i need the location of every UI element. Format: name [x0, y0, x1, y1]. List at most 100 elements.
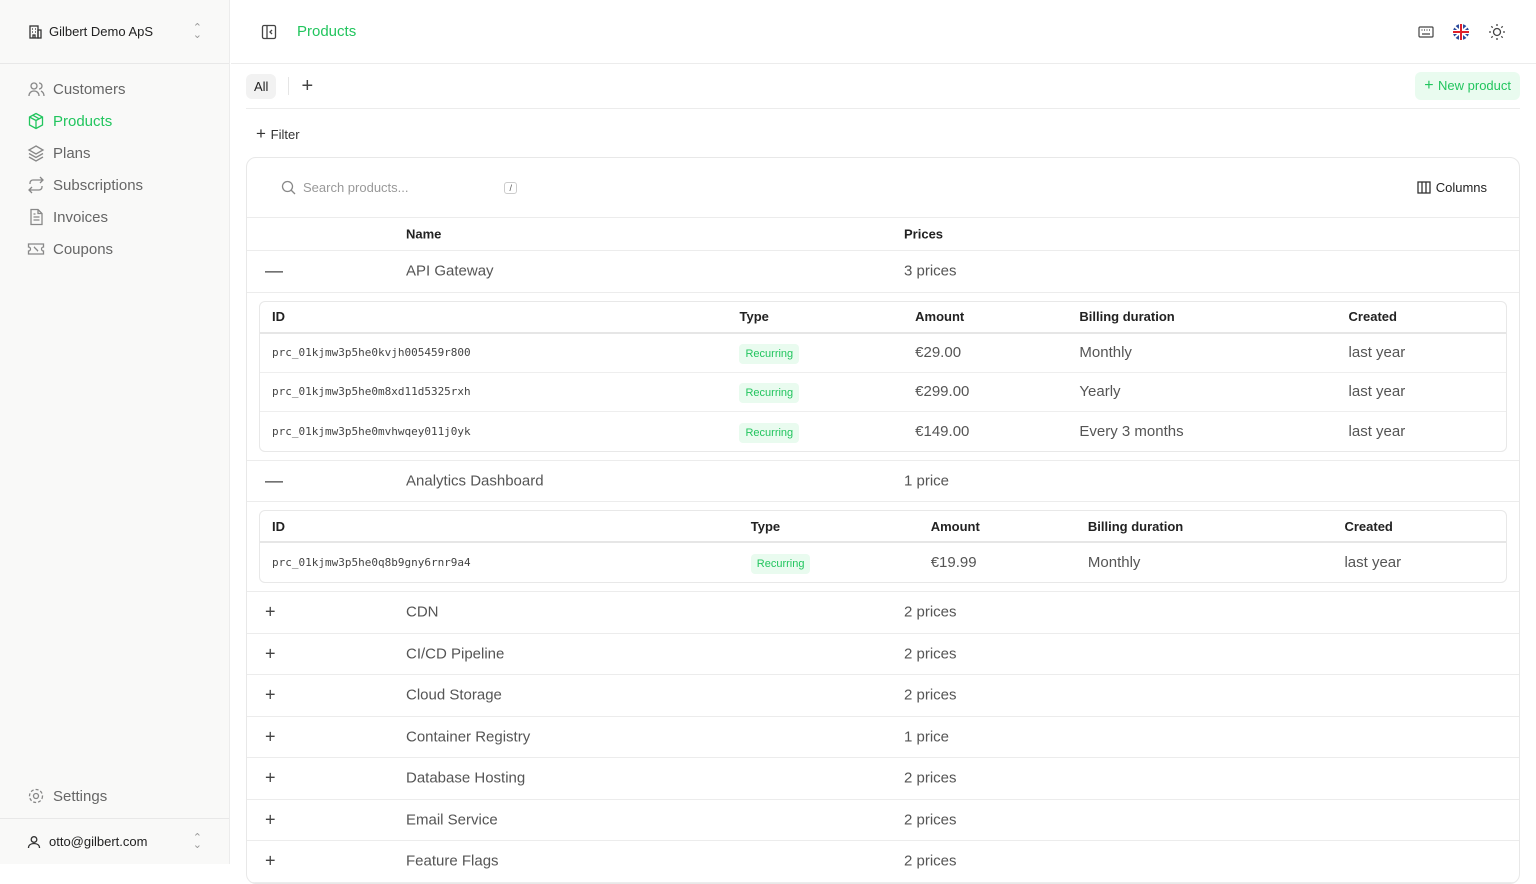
ticket-icon — [27, 243, 45, 255]
price-count: 1 price — [904, 728, 950, 746]
price-amount: €149.00 — [915, 422, 970, 440]
table-row[interactable]: + Email Service 2 prices — [247, 800, 1519, 841]
collapse-icon[interactable]: — — [265, 260, 283, 281]
sidebar-item-customers[interactable]: Customers — [0, 73, 229, 105]
columns-icon — [1417, 181, 1431, 194]
price-id: prc_01kjmw3p5he0kvjh005459r800 — [260, 334, 728, 373]
price-type: Recurring — [739, 543, 919, 582]
table-row[interactable]: + CDN 2 prices — [247, 592, 1519, 634]
user-icon — [27, 835, 41, 848]
expand-icon[interactable]: + — [265, 767, 276, 788]
subtable-header: Created — [1336, 302, 1506, 334]
plus-icon: + — [256, 124, 271, 143]
sidebar-nav: Customers Products Plans Subscriptions Invoi… — [0, 64, 229, 265]
created: last year — [1336, 373, 1506, 412]
product-name: Container Registry — [406, 728, 531, 746]
sidebar-item-plans[interactable]: Plans — [0, 137, 229, 169]
repeat-icon — [28, 176, 44, 194]
subtable-header: Amount — [903, 302, 1068, 334]
product-name: Database Hosting — [406, 769, 526, 787]
plus-icon: + — [1424, 77, 1439, 94]
price-count: 2 prices — [904, 645, 957, 663]
expand-icon[interactable]: + — [265, 850, 276, 871]
page-title: Products — [297, 23, 357, 40]
keyboard-icon[interactable] — [1418, 25, 1434, 39]
new-product-label: New product — [1438, 78, 1511, 93]
topbar: Products — [231, 0, 1536, 64]
divider — [288, 77, 290, 95]
sidebar-item-products[interactable]: Products — [0, 105, 229, 137]
filter-button[interactable]: + Filter — [256, 124, 300, 144]
chevrons-up-down-icon: ⌃ ⌄ — [192, 21, 202, 41]
new-product-button[interactable]: + New product — [1415, 72, 1520, 100]
header-name[interactable]: Name — [406, 226, 442, 242]
sidebar-item-subscriptions[interactable]: Subscriptions — [0, 169, 229, 201]
price-type: Recurring — [727, 373, 904, 412]
layers-icon — [27, 145, 45, 162]
table-row[interactable]: + Cloud Storage 2 prices — [247, 675, 1519, 717]
search-icon — [281, 180, 296, 195]
table-row[interactable]: — Analytics Dashboard 1 price — [247, 461, 1519, 502]
sidebar-item-label: Subscriptions — [53, 176, 144, 194]
product-name: API Gateway — [406, 262, 494, 280]
table-row[interactable]: + Feature Flags 2 prices — [247, 841, 1519, 883]
price-row[interactable]: prc_01kjmw3p5he0q8b9gny6rnr9a4 Recurring €… — [260, 543, 1506, 582]
table-row[interactable]: + Container Registry 1 price — [247, 717, 1519, 758]
sidebar-item-label: Settings — [53, 787, 108, 805]
expand-icon[interactable]: + — [265, 809, 276, 830]
product-name: Analytics Dashboard — [406, 472, 544, 490]
package-icon — [28, 112, 44, 130]
tab-all[interactable]: All — [246, 73, 277, 99]
collapse-icon[interactable]: — — [265, 470, 283, 491]
columns-button[interactable]: Columns — [1417, 180, 1487, 195]
table-row[interactable]: + CI/CD Pipeline 2 prices — [247, 634, 1519, 675]
price-count: 2 prices — [904, 686, 957, 704]
header-prices[interactable]: Prices — [904, 226, 944, 242]
subtable-header: Amount — [918, 511, 1076, 543]
expand-icon[interactable]: + — [265, 601, 276, 622]
expand-icon[interactable]: + — [265, 726, 276, 747]
prices-subtable: ID Type Amount Billing duration Created prc_0… — [247, 502, 1519, 592]
users-icon — [28, 82, 45, 97]
price-type: Recurring — [727, 412, 903, 451]
sidebar-toggle-icon[interactable] — [261, 24, 277, 40]
products-table: Search products... / Columns Name Prices… — [246, 157, 1520, 884]
sidebar-item-coupons[interactable]: Coupons — [0, 233, 229, 265]
billing-duration: Monthly — [1087, 554, 1141, 571]
subtable-header: Billing duration — [1075, 511, 1333, 543]
user-menu[interactable]: otto@gilbert.com ⌃ ⌄ — [0, 818, 229, 864]
sun-icon[interactable] — [1488, 23, 1506, 41]
search-input[interactable]: Search products... / — [281, 180, 517, 195]
price-count: 2 prices — [904, 852, 957, 870]
sidebar-item-label: Products — [53, 112, 113, 130]
shortcut-hint: / — [504, 181, 517, 194]
price-id: prc_01kjmw3p5he0m8xd11d5325rxh — [260, 373, 728, 412]
price-amount: €29.00 — [903, 334, 1068, 373]
subtable-header: ID — [260, 511, 739, 543]
price-count: 2 prices — [904, 769, 957, 787]
product-name: Cloud Storage — [406, 686, 502, 704]
product-name: CI/CD Pipeline — [406, 645, 505, 663]
expand-icon[interactable]: + — [265, 684, 276, 705]
sidebar-item-invoices[interactable]: Invoices — [0, 201, 229, 233]
billing-duration: Every 3 months — [1079, 422, 1184, 440]
table-row[interactable]: — API Gateway 3 prices — [247, 251, 1519, 293]
price-count: 3 prices — [904, 262, 957, 280]
sidebar-item-label: Coupons — [53, 240, 114, 258]
product-name: CDN — [406, 603, 439, 621]
sidebar: Gilbert Demo ApS ⌃ ⌄ Customers Products Pla… — [0, 0, 230, 864]
price-amount: €299.00 — [903, 373, 1068, 412]
uk-flag-icon[interactable] — [1452, 23, 1470, 41]
price-row[interactable]: prc_01kjmw3p5he0mvhwqey011j0yk Recurring €… — [260, 412, 1506, 451]
subtable-header: Type — [727, 302, 904, 334]
table-row[interactable]: + Database Hosting 2 prices — [247, 758, 1519, 800]
price-row[interactable]: prc_01kjmw3p5he0kvjh005459r800 Recurring €… — [260, 334, 1506, 373]
subtable-header: Created — [1332, 511, 1506, 543]
org-switcher[interactable]: Gilbert Demo ApS ⌃ ⌄ — [0, 0, 229, 64]
sidebar-item-settings[interactable]: Settings — [0, 780, 229, 812]
price-row[interactable]: prc_01kjmw3p5he0m8xd11d5325rxh Recurring €… — [260, 373, 1506, 412]
add-view-button[interactable]: + — [301, 74, 314, 97]
type-badge: Recurring — [739, 344, 800, 364]
user-email: otto@gilbert.com — [49, 834, 148, 849]
expand-icon[interactable]: + — [265, 643, 276, 664]
